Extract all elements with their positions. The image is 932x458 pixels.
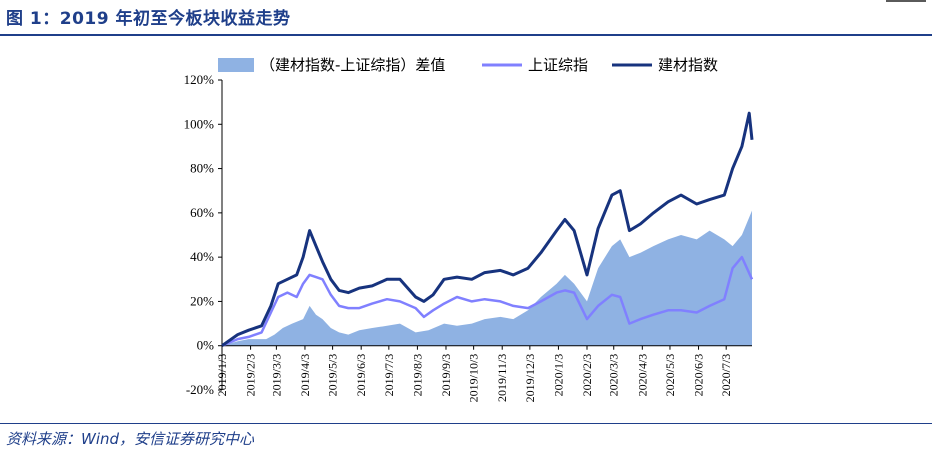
x-tick-label: 2020/5/3	[663, 354, 677, 397]
x-tick-label: 2019/1/3	[215, 354, 229, 397]
x-tick-label: 2019/8/3	[410, 354, 424, 397]
y-tick-label: 40%	[190, 249, 214, 264]
plot-area: 120% 100% 80% 60% 40% 20% 0% -20% 2019/1/3 2019/2…	[184, 72, 754, 403]
y-tick-label: 0%	[197, 338, 215, 353]
x-tick-label: 2020/6/3	[692, 354, 706, 397]
source-rule	[0, 423, 932, 424]
corner-rule	[886, 0, 926, 2]
y-tick-label: 120%	[184, 72, 215, 87]
series-area-difference	[222, 210, 752, 346]
legend: （建材指数-上证综指）差值 上证综指 建材指数	[218, 56, 718, 74]
y-tick-label: 20%	[190, 293, 214, 308]
x-tick-label: 2019/12/3	[523, 354, 537, 403]
series-line-sse	[221, 255, 754, 347]
y-tick-label: 100%	[184, 116, 215, 131]
x-tick-label: 2020/7/3	[719, 354, 733, 397]
title-rule	[0, 34, 932, 36]
x-tick-label: 2019/7/3	[382, 354, 396, 397]
y-tick-label: 60%	[190, 205, 214, 220]
x-tick-label: 2020/1/3	[551, 354, 565, 397]
x-tick-label: 2020/4/3	[635, 354, 649, 397]
legend-label-building: 建材指数	[658, 56, 718, 74]
x-tick-label: 2020/3/3	[607, 354, 621, 397]
x-tick-label: 2019/10/3	[467, 354, 481, 403]
x-tick-label: 2019/2/3	[244, 354, 258, 397]
x-tick-label: 2019/4/3	[298, 354, 312, 397]
x-tick-label: 2020/2/3	[580, 354, 594, 397]
legend-swatch-area	[218, 58, 254, 72]
x-tick-label: 2019/11/3	[495, 354, 509, 402]
legend-label-area: （建材指数-上证综指）差值	[260, 56, 445, 74]
x-tick-label: 2019/3/3	[269, 354, 283, 397]
y-tick-label: -20%	[186, 382, 214, 397]
source-note: 资料来源：Wind，安信证券研究中心	[6, 430, 255, 448]
series-line-building	[221, 111, 754, 347]
legend-label-sse: 上证综指	[528, 56, 588, 74]
figure-title: 图 1：2019 年初至今板块收益走势	[6, 9, 291, 29]
y-tick-label: 80%	[190, 161, 214, 176]
x-tick-label: 2019/6/3	[354, 354, 368, 397]
x-tick-label: 2019/9/3	[439, 354, 453, 397]
x-tick-label: 2019/5/3	[326, 354, 340, 397]
chart: 120% 100% 80% 60% 40% 20% 0% -20% 2019/1/3 2019/2…	[184, 56, 754, 403]
